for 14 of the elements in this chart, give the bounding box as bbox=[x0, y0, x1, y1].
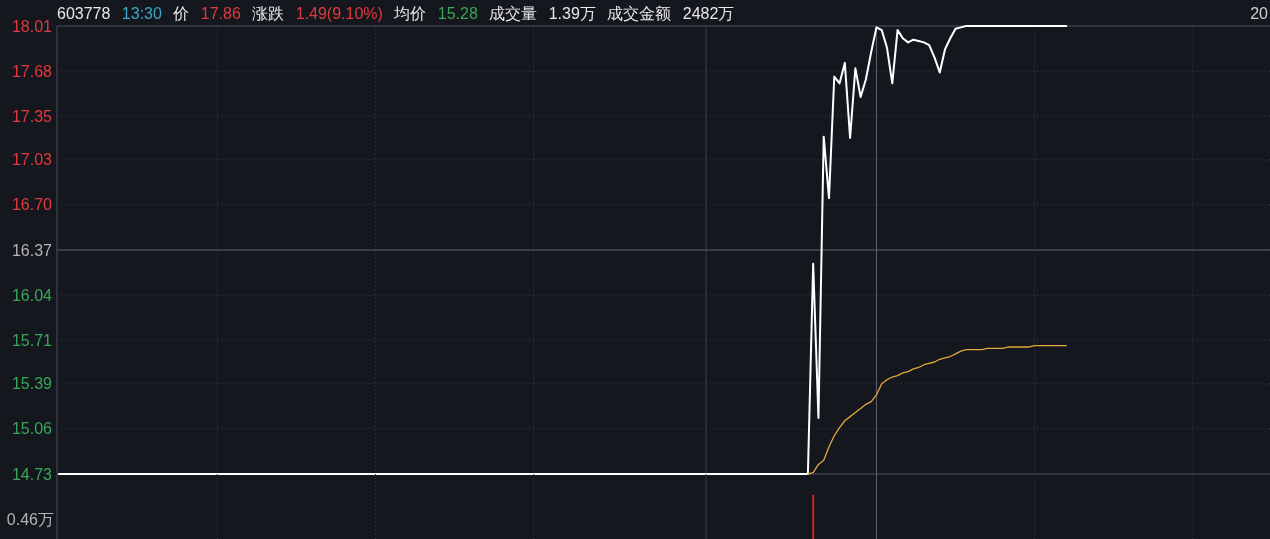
title: 603778 13:30 价 17.86 涨跌 1.49(9.10%) 均价 15.28 成交量 1.39万 成交金额 2482万 bbox=[57, 5, 735, 22]
y-tick-label: 15.06 bbox=[11, 420, 53, 438]
y-tick-label: 16.70 bbox=[11, 196, 53, 214]
y-tick-label: 16.04 bbox=[11, 286, 53, 304]
y-tick-label: 15.39 bbox=[11, 375, 53, 393]
annotation: 20 bbox=[1250, 5, 1268, 22]
y-tick-label: 16.37 bbox=[11, 241, 53, 259]
y-tick-label: 18.01 bbox=[11, 17, 53, 35]
y-tick-label: 17.68 bbox=[11, 62, 53, 80]
y-tick-label: 14.73 bbox=[11, 465, 53, 483]
y-tick-label: 17.35 bbox=[11, 107, 53, 125]
annotation: 0.46万 bbox=[6, 511, 54, 528]
y-tick-label: 15.71 bbox=[11, 331, 53, 349]
y-tick-label: 17.03 bbox=[11, 151, 53, 169]
